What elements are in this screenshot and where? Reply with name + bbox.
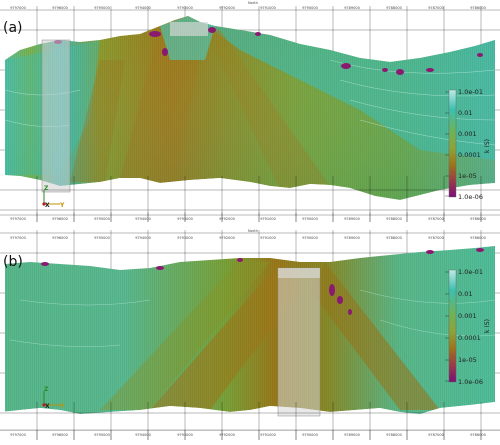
tick-label: 9786000 xyxy=(470,217,486,221)
panel-a-below-surface xyxy=(0,176,500,212)
tick-label: 9789000 xyxy=(344,433,360,437)
panel-a-colorbar: 1.0e-01 0.01 0.001 0.0001 1e-05 1.0e-06 … xyxy=(445,88,491,201)
tick-label: 9787000 xyxy=(428,6,444,10)
tick-label: 9797000 xyxy=(10,236,26,240)
axis-y-label: Y xyxy=(59,202,65,209)
colorbar-tick-label: 1.0e-06 xyxy=(458,193,483,201)
tick-label: 9794000 xyxy=(135,433,151,437)
tick-label: 9797000 xyxy=(10,433,26,437)
tick-label: 9792000 xyxy=(219,6,235,10)
tick-label: 9789000 xyxy=(344,6,360,10)
panel-a-label: (a) xyxy=(3,20,23,36)
tick-label: 9790000 xyxy=(302,6,318,10)
tick-label: 9796000 xyxy=(52,236,68,240)
tick-label: 9791000 xyxy=(260,236,276,240)
tick-label: 9791000 xyxy=(260,217,276,221)
colorbar-tick-label: 0.0001 xyxy=(458,334,481,342)
panel-b-orientation-axes: Z X Y xyxy=(42,386,65,410)
axis-y-label: Y xyxy=(59,403,65,410)
tick-label: 9788000 xyxy=(386,6,402,10)
tick-label: 9796000 xyxy=(52,6,68,10)
panel-b-label: (b) xyxy=(3,254,23,270)
panel-a-bottom-ticks: 9797000 9796000 9795000 9794000 9793000 … xyxy=(10,217,486,221)
tick-label: 9797000 xyxy=(10,217,26,221)
axis-x-label: X xyxy=(45,403,50,410)
tick-label: 9793000 xyxy=(177,217,193,221)
panel-b: North 9797000 9796000 9795000 9794000 97… xyxy=(0,229,500,440)
panel-b-north-label: North xyxy=(248,229,258,233)
tick-label: 9786000 xyxy=(470,6,486,10)
colorbar-tick-label: 1.0e-01 xyxy=(458,268,483,276)
panel-a-orientation-axes: Z X Y xyxy=(42,185,65,209)
panel-a-north-label: North xyxy=(248,1,258,5)
panel-b-bottom-ticks: 9797000 9796000 9795000 9794000 9793000 … xyxy=(10,433,486,437)
tick-label: 9789000 xyxy=(344,236,360,240)
tick-label: 9788000 xyxy=(386,217,402,221)
colorbar-tick-label: 1e-05 xyxy=(458,172,477,180)
panel-b-field xyxy=(5,246,495,414)
axis-x-label: X xyxy=(45,202,50,209)
colorbar-tick-label: 0.001 xyxy=(458,312,477,320)
axis-z-label: Z xyxy=(44,386,49,393)
panel-a-field xyxy=(5,16,495,200)
tick-label: 9795000 xyxy=(94,433,110,437)
tick-label: 9790000 xyxy=(302,433,318,437)
colorbar-tick-label: 0.0001 xyxy=(458,151,481,159)
tick-label: 9793000 xyxy=(177,6,193,10)
colorbar-tick-label: 0.01 xyxy=(458,290,472,298)
panel-b-low-k-patches xyxy=(41,248,484,315)
colorbar-tick-label: 0.01 xyxy=(458,109,472,117)
tick-label: 9790000 xyxy=(302,236,318,240)
panel-b-top-ticks: 9797000 9796000 9795000 9794000 9793000 … xyxy=(10,236,486,240)
tick-label: 9795000 xyxy=(94,217,110,221)
tick-label: 9793000 xyxy=(177,236,193,240)
colorbar-title: k (S) xyxy=(484,319,491,333)
tick-label: 9792000 xyxy=(219,433,235,437)
tick-label: 9791000 xyxy=(260,433,276,437)
tick-label: 9795000 xyxy=(94,236,110,240)
panel-b-well-box xyxy=(277,267,321,417)
tick-label: 9796000 xyxy=(52,217,68,221)
tick-label: 9787000 xyxy=(428,433,444,437)
tick-label: 9796000 xyxy=(52,433,68,437)
colorbar-tick-label: 1e-05 xyxy=(458,356,477,364)
panel-a-well-box xyxy=(41,22,208,193)
tick-label: 9787000 xyxy=(428,217,444,221)
tick-label: 9789000 xyxy=(344,217,360,221)
tick-label: 9790000 xyxy=(302,217,318,221)
tick-label: 9786000 xyxy=(470,433,486,437)
tick-label: 9787000 xyxy=(428,236,444,240)
tick-label: 9794000 xyxy=(135,236,151,240)
colorbar-tick-label: 0.001 xyxy=(458,130,477,138)
tick-label: 9792000 xyxy=(219,236,235,240)
panel-b-colorbar: 1.0e-01 0.01 0.001 0.0001 1e-05 1.0e-06 … xyxy=(445,268,491,386)
colorbar-title: k (S) xyxy=(484,139,491,153)
tick-label: 9797000 xyxy=(10,6,26,10)
axis-z-label: Z xyxy=(44,185,49,192)
tick-label: 9788000 xyxy=(386,236,402,240)
tick-label: 9795000 xyxy=(94,6,110,10)
panel-a: North 9797000 9796000 9795000 9794000 97… xyxy=(0,1,500,222)
tick-label: 9794000 xyxy=(135,217,151,221)
panel-a-top-ticks: 9797000 9796000 9795000 9794000 9793000 … xyxy=(10,6,486,10)
tick-label: 9792000 xyxy=(219,217,235,221)
tick-label: 9791000 xyxy=(260,6,276,10)
tick-label: 9793000 xyxy=(177,433,193,437)
colorbar-tick-label: 1.0e-01 xyxy=(458,88,483,96)
tick-label: 9794000 xyxy=(135,6,151,10)
tick-label: 9786000 xyxy=(470,236,486,240)
colorbar-tick-label: 1.0e-06 xyxy=(458,378,483,386)
panel-b-below-surface xyxy=(0,402,500,430)
tick-label: 9788000 xyxy=(386,433,402,437)
